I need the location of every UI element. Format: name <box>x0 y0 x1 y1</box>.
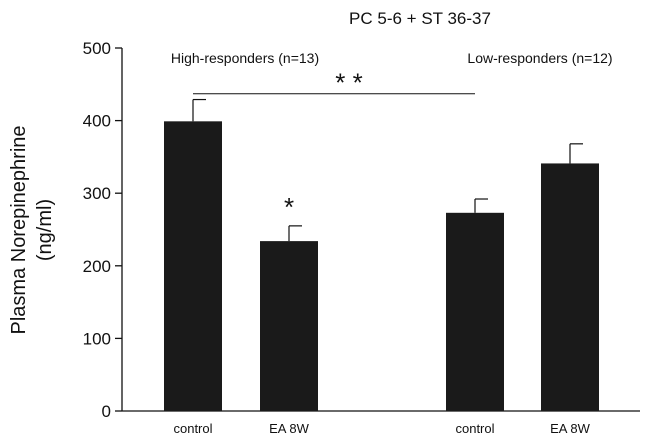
y-tick-label: 500 <box>83 39 111 58</box>
y-tick-label: 200 <box>83 257 111 276</box>
x-tick-label: control <box>455 421 494 436</box>
group-label-high-responders: High-responders (n=13) <box>171 50 319 66</box>
y-tick-label: 0 <box>102 402 111 421</box>
bar-0-1 <box>260 241 318 411</box>
y-tick-label: 100 <box>83 329 111 348</box>
significance-marker: * <box>284 192 294 222</box>
y-tick-label: 300 <box>83 184 111 203</box>
y-axis-unit-label: (ng/ml) <box>34 199 56 261</box>
bar-1-1 <box>541 163 599 411</box>
bar-1-0 <box>446 212 504 411</box>
comparison-significance-marker: * * <box>335 68 362 98</box>
y-tick-label: 400 <box>83 112 111 131</box>
group-label-low-responders: Low-responders (n=12) <box>467 50 612 66</box>
x-tick-label: EA 8W <box>550 421 590 436</box>
chart-title: PC 5-6 + ST 36-37 <box>349 9 491 28</box>
y-axis-label: Plasma Norepinephrine <box>8 125 30 334</box>
x-tick-label: control <box>173 421 212 436</box>
bars: control EA 8W * control EA 8W <box>164 98 599 436</box>
y-axis-ticks: 0 100 200 300 400 500 <box>83 39 122 421</box>
x-tick-label: EA 8W <box>269 421 309 436</box>
bar-0-0 <box>164 121 222 412</box>
